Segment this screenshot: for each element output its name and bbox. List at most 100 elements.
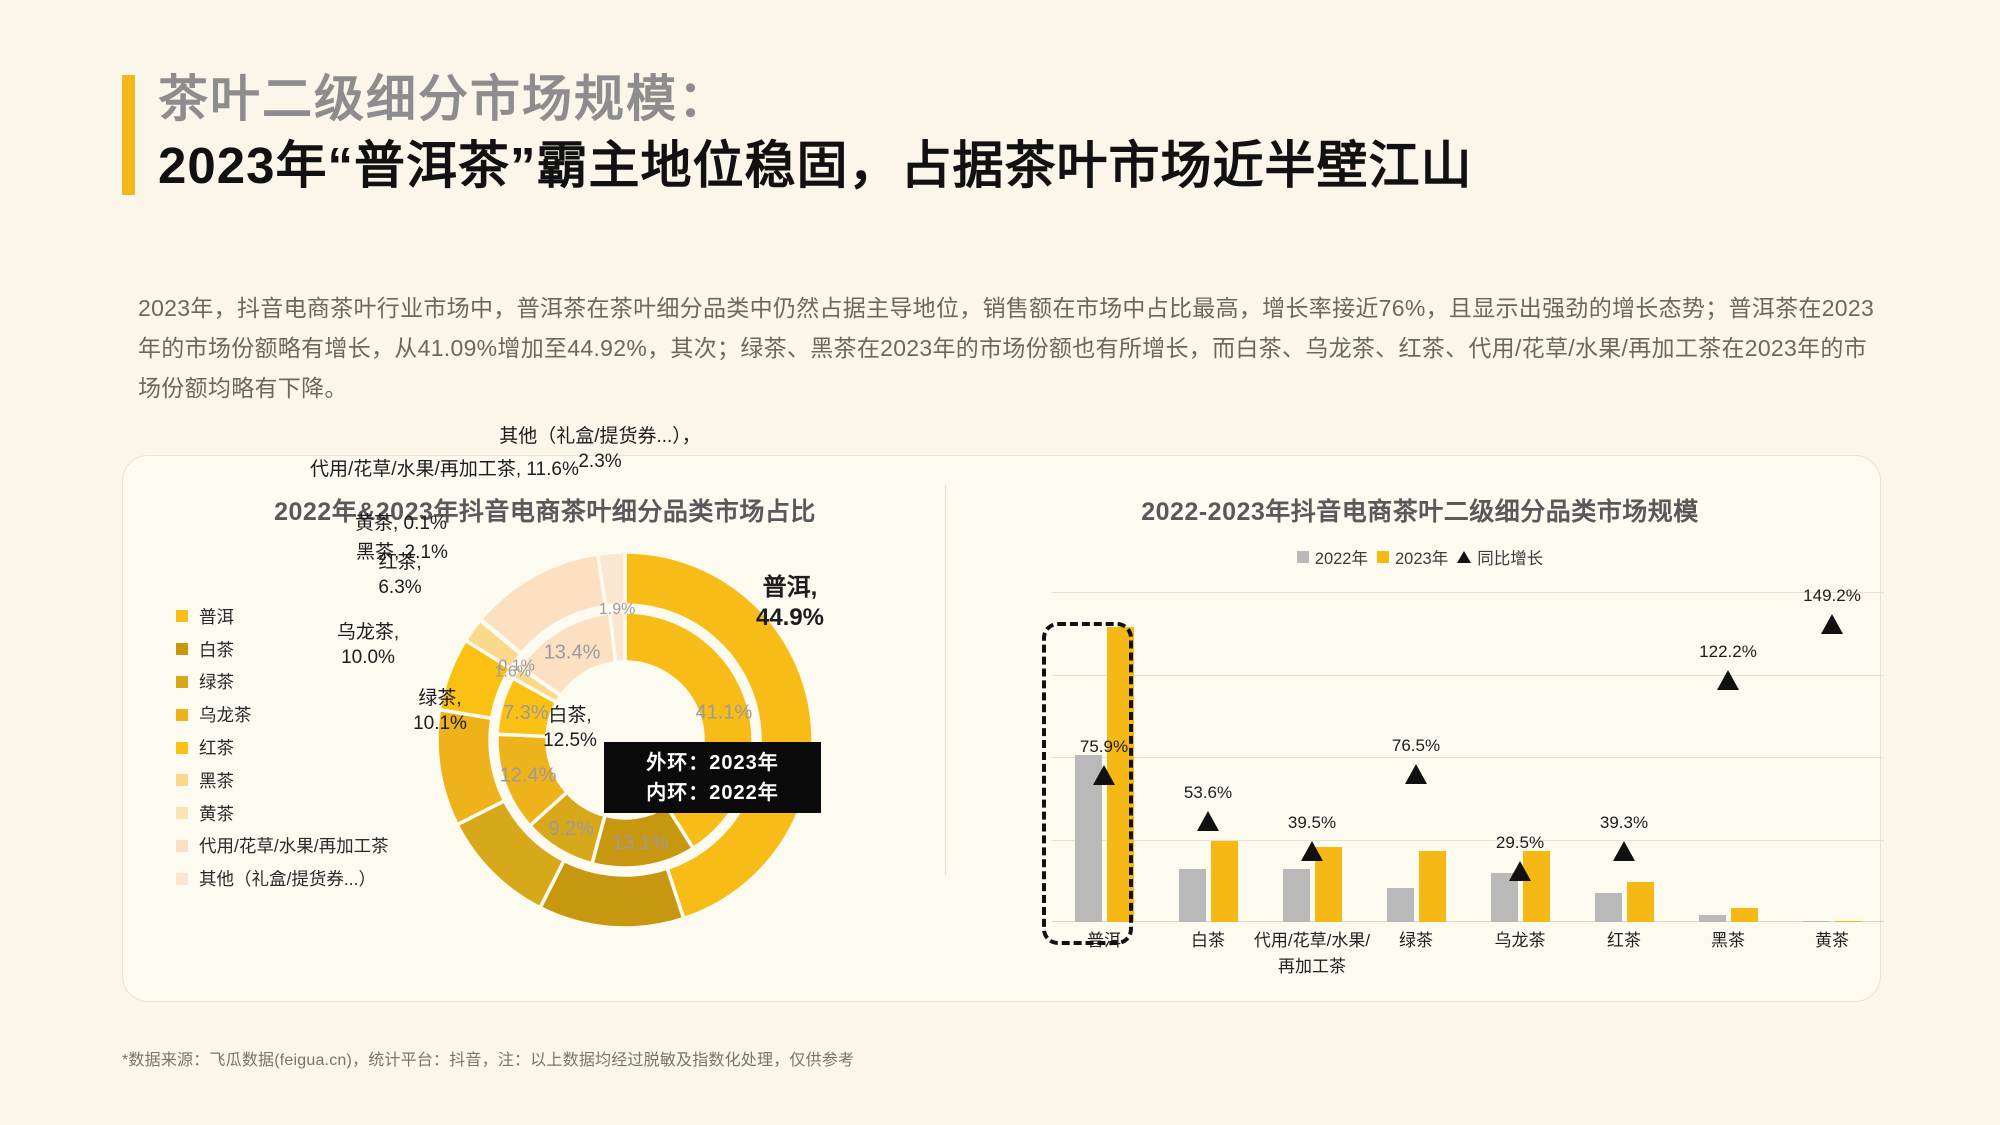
bar-legend-item[interactable]: 2023年 <box>1377 545 1448 569</box>
legend-item[interactable]: 普洱 <box>176 600 416 633</box>
bar-2023[interactable] <box>1834 921 1862 922</box>
bar-legend-label: 2023年 <box>1395 550 1449 568</box>
donut-slice-label: 黄茶, 0.1% <box>355 513 447 534</box>
growth-marker: 75.9% <box>1080 737 1128 786</box>
charts-card <box>122 455 1881 1002</box>
bar-2023[interactable] <box>1418 851 1446 922</box>
donut-slice-label: 普洱, 44.9% <box>755 574 825 631</box>
bar-group[interactable] <box>1281 846 1343 922</box>
summary-paragraph: 2023年，抖音电商茶叶行业市场中，普洱茶在茶叶细分品类中仍然占据主导地位，销售… <box>138 288 1878 408</box>
legend-swatch-icon <box>1377 551 1389 563</box>
footnote: *数据来源：飞瓜数据(feigua.cn)，统计平台：抖音，注：以上数据均经过脱… <box>122 1052 855 1069</box>
bar-chart-plot: 75.9% 普洱 53.6% 白茶 39.5% 代用/花草/水果/再加工茶 76.5% 绿茶 2… <box>1052 586 1884 976</box>
bar-2022[interactable] <box>1802 921 1830 922</box>
legend-item-label: 白茶 <box>199 639 234 660</box>
bar-group[interactable] <box>1801 921 1863 922</box>
legend-item[interactable]: 其他（礼盒/提货券...） <box>176 862 416 895</box>
donut-slice-label: 其他（礼盒/提货券...）， 2.3% <box>499 426 701 472</box>
bar-2022[interactable] <box>1178 869 1206 922</box>
legend-swatch-icon <box>176 675 188 688</box>
legend-item-label: 绿茶 <box>199 672 234 693</box>
growth-value-label: 29.5% <box>1495 833 1545 853</box>
x-axis-label: 普洱 <box>1087 931 1121 950</box>
center-badge-inner-ring: 内环：2022年 <box>646 781 779 804</box>
legend-item-label: 乌龙茶 <box>199 705 252 726</box>
bar-group[interactable] <box>1593 881 1655 922</box>
legend-item[interactable]: 黑茶 <box>176 764 416 797</box>
triangle-marker-icon <box>1197 811 1219 832</box>
donut-inner-slice[interactable] <box>607 610 627 665</box>
bar-group[interactable] <box>1385 851 1447 922</box>
donut-inner-value: 12.4% <box>500 765 557 787</box>
legend-item-label: 代用/花草/水果/再加工茶 <box>199 836 389 857</box>
legend-item[interactable]: 红茶 <box>176 731 416 764</box>
legend-item-label: 其他（礼盒/提货券...） <box>199 869 376 890</box>
legend-swatch-icon <box>176 839 188 852</box>
donut-inner-value: 1.9% <box>599 601 635 618</box>
title-accent-bar <box>122 75 135 195</box>
legend-item[interactable]: 白茶 <box>176 633 416 666</box>
growth-marker: 76.5% <box>1392 736 1440 785</box>
x-axis-line <box>1052 921 1884 922</box>
highlight-box-puer <box>1042 622 1133 945</box>
center-badge-outer-ring: 外环：2023年 <box>646 751 779 774</box>
bar-2022[interactable] <box>1282 869 1310 922</box>
legend-swatch-icon <box>176 708 188 721</box>
triangle-marker-icon <box>1821 614 1843 635</box>
bar-chart-title: 2022-2023年抖音电商茶叶二级细分品类市场规模 <box>1141 498 1699 526</box>
gridline <box>1052 839 1884 841</box>
triangle-marker-icon <box>1457 551 1472 563</box>
bar-2023[interactable] <box>1210 840 1238 922</box>
growth-value-label: 39.5% <box>1287 812 1337 832</box>
donut-inner-value: 9.2% <box>548 818 594 840</box>
triangle-marker-icon <box>1717 669 1739 690</box>
x-axis-label: 乌龙茶 <box>1494 931 1546 950</box>
legend-swatch-icon <box>176 807 188 820</box>
bar-legend-item[interactable]: 同比增长 <box>1457 545 1543 569</box>
page-title-line2: 2023年“普洱茶”霸主地位稳固，占据茶叶市场近半壁江山 <box>158 137 1473 194</box>
donut-inner-value: 1.6% <box>495 664 531 681</box>
growth-marker: 53.6% <box>1184 783 1232 832</box>
donut-inner-value: 13.4% <box>544 642 601 664</box>
bar-group[interactable] <box>1697 908 1759 922</box>
legend-item[interactable]: 绿茶 <box>176 666 416 699</box>
donut-slice-label: 代用/花草/水果/再加工茶, 11.6% <box>310 459 579 480</box>
donut-center-badge: 外环：2023年 内环：2022年 <box>604 742 821 813</box>
bar-legend-label: 同比增长 <box>1477 550 1544 568</box>
donut-outer-slice[interactable] <box>537 858 686 930</box>
bar-2023[interactable] <box>1626 881 1654 922</box>
bar-2023[interactable] <box>1730 908 1758 922</box>
bar-legend-item[interactable]: 2022年 <box>1296 545 1368 569</box>
legend-item[interactable]: 代用/花草/水果/再加工茶 <box>176 830 416 863</box>
donut-outer-slice[interactable] <box>623 550 815 921</box>
bar-2022[interactable] <box>1594 893 1622 922</box>
gridline <box>1052 592 1884 593</box>
donut-slice-label: 绿茶, 10.1% <box>413 688 467 734</box>
legend-item[interactable]: 乌龙茶 <box>176 698 416 731</box>
legend-item[interactable]: 黄茶 <box>176 797 416 830</box>
x-axis-label: 代用/花草/水果/再加工茶 <box>1253 931 1371 976</box>
page-title-line1: 茶叶二级细分市场规模： <box>158 71 730 127</box>
legend-item-label: 红茶 <box>199 738 234 759</box>
growth-marker: 149.2% <box>1803 586 1861 635</box>
legend-swatch-icon <box>176 741 188 754</box>
bar-legend-label: 2022年 <box>1314 550 1368 568</box>
donut-inner-value: 7.3% <box>503 702 549 724</box>
donut-legend: 普洱白茶绿茶乌龙茶红茶黑茶 黄茶代用/花草/水果/再加工茶 其他（礼盒/提货券...… <box>176 600 416 895</box>
x-axis-label: 黄茶 <box>1815 931 1849 950</box>
legend-swatch-icon <box>176 872 188 885</box>
bar-2022[interactable] <box>1386 888 1414 922</box>
bar-2022[interactable] <box>1698 915 1726 922</box>
growth-value-label: 53.6% <box>1183 783 1233 803</box>
legend-swatch-icon <box>1296 551 1309 563</box>
growth-marker: 39.5% <box>1288 813 1336 861</box>
bar-group[interactable] <box>1177 840 1239 922</box>
legend-swatch-icon <box>176 774 188 787</box>
bar-chart-legend: 2022年 2023年 同比增长 <box>1010 545 1830 569</box>
growth-value-label: 122.2% <box>1699 641 1757 661</box>
gridline <box>1052 757 1884 758</box>
triangle-marker-icon <box>1093 765 1115 786</box>
donut-outer-slice[interactable] <box>595 550 627 609</box>
donut-inner-value: 0.1% <box>498 658 534 675</box>
